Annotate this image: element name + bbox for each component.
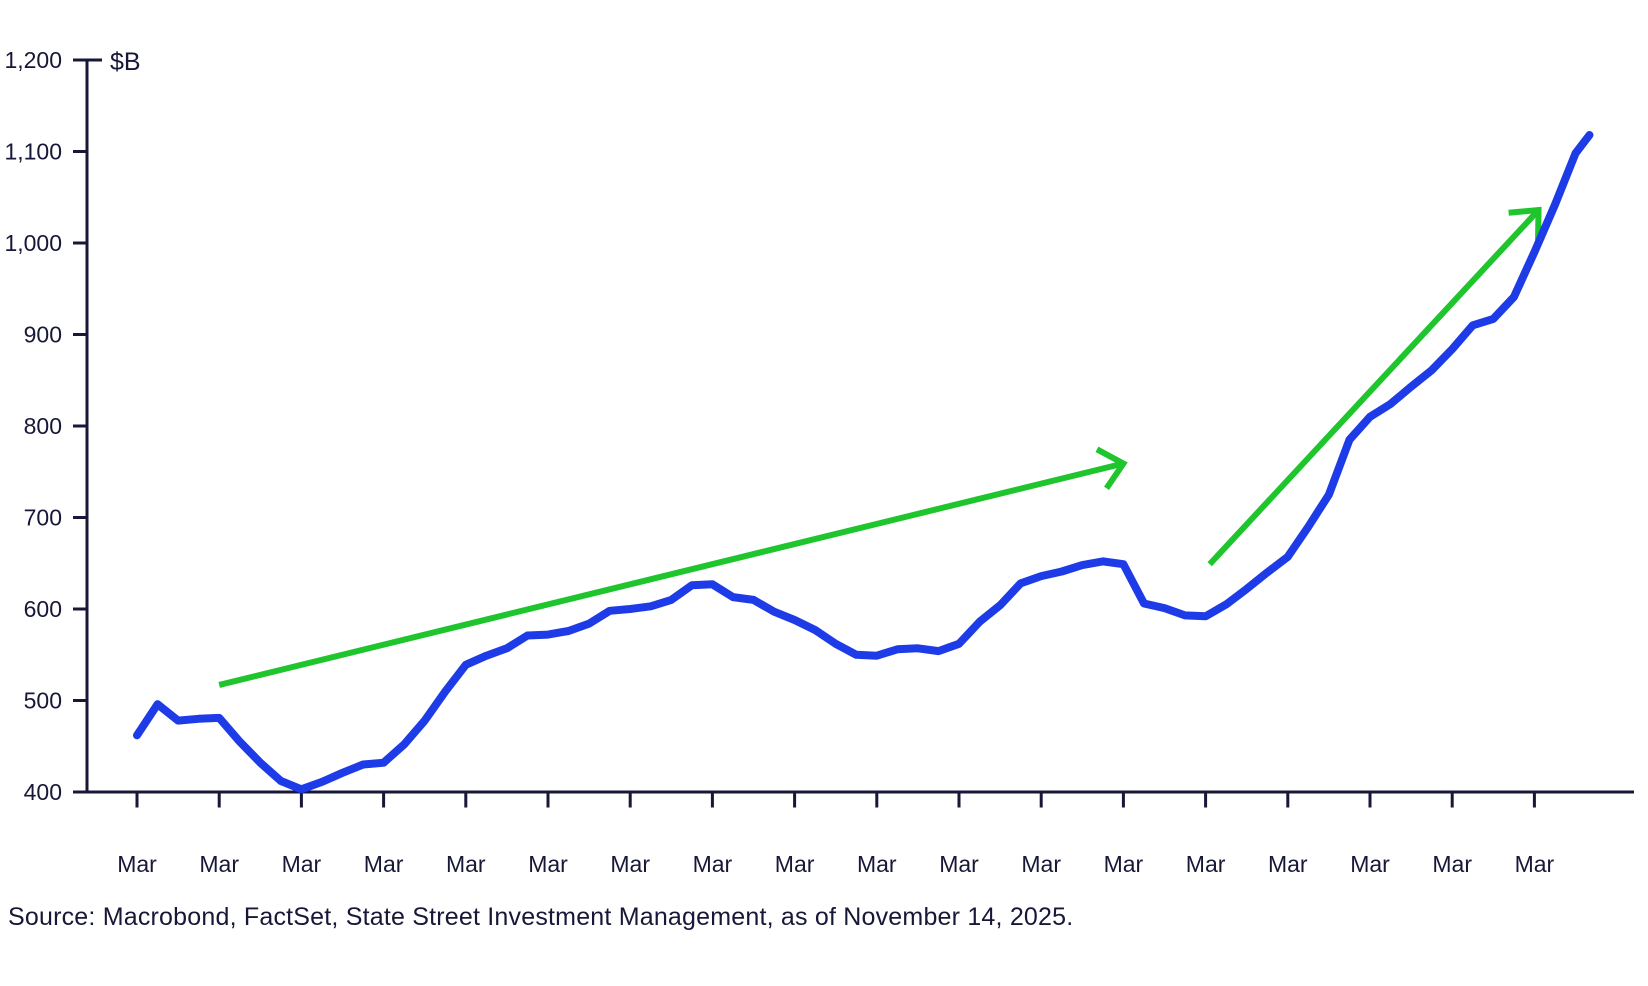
- x-tick-label-month: Mar: [1350, 851, 1390, 877]
- y-tick-label: 500: [24, 688, 62, 714]
- x-tick-label-month: Mar: [446, 851, 486, 877]
- x-tick-label-month: Mar: [1515, 851, 1555, 877]
- x-tick-label-month: Mar: [775, 851, 815, 877]
- x-tick-label-month: Mar: [364, 851, 404, 877]
- source-note: Source: Macrobond, FactSet, State Street…: [8, 903, 1074, 931]
- x-tick-label-month: Mar: [939, 851, 979, 877]
- y-tick-label: 600: [24, 596, 62, 622]
- trend-arrow-2009-2020: [218, 460, 1125, 688]
- x-tick-label-month: Mar: [857, 851, 897, 877]
- y-tick-label: 1,000: [4, 230, 62, 256]
- trend-arrowhead-1: [1095, 446, 1128, 491]
- x-tick-label-month: Mar: [1432, 851, 1472, 877]
- y-tick-label: 800: [24, 413, 62, 439]
- x-tick-label-month: Mar: [1186, 851, 1226, 877]
- trend-arrowhead-2: [1508, 206, 1542, 241]
- line-chart-svg: $B 4005006007008009001,0001,1001,200Mar2…: [4, 47, 1634, 877]
- y-tick-label: 700: [24, 505, 62, 531]
- x-tick-label-month: Mar: [199, 851, 239, 877]
- y-axis-unit-label: $B: [110, 48, 141, 76]
- x-tick-label-month: Mar: [1104, 851, 1144, 877]
- x-tick-label-month: Mar: [1021, 851, 1061, 877]
- y-tick-label: 1,200: [4, 47, 62, 73]
- asset-value-line: [133, 131, 1594, 794]
- x-tick-label-month: Mar: [1268, 851, 1308, 877]
- y-tick-label: 400: [24, 779, 62, 805]
- y-tick-label: 900: [24, 322, 62, 348]
- x-tick-label-month: Mar: [282, 851, 322, 877]
- y-tick-label: 1,100: [4, 139, 62, 165]
- trend-arrow-2021-2025: [1207, 208, 1541, 567]
- x-tick-label-month: Mar: [117, 851, 157, 877]
- x-tick-label-month: Mar: [693, 851, 733, 877]
- x-tick-label-month: Mar: [528, 851, 568, 877]
- x-tick-label-month: Mar: [610, 851, 650, 877]
